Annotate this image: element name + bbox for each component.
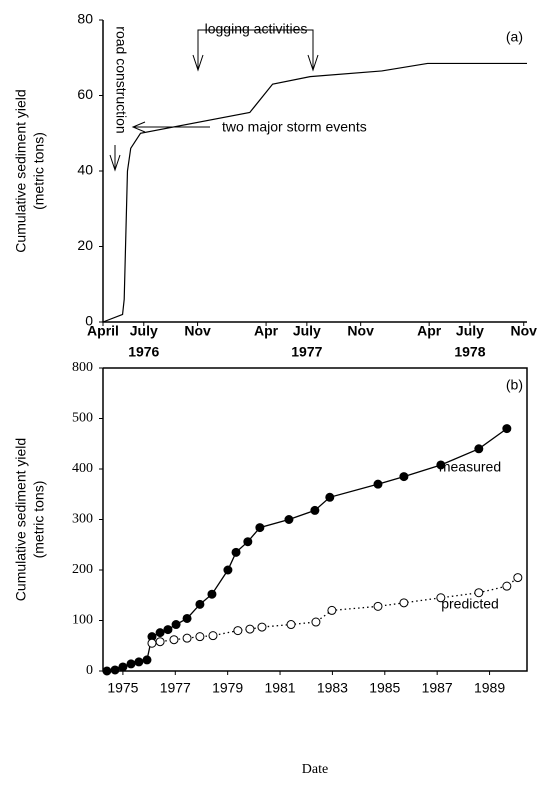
data-point [102, 666, 112, 676]
bracket [197, 29, 314, 38]
x-tick-label: Apr [254, 323, 279, 339]
data-point [182, 633, 192, 643]
data-point [195, 632, 205, 642]
y-axis-label: (metric tons) [31, 481, 47, 559]
data-point [373, 479, 383, 489]
data-point [223, 565, 233, 575]
y-tick-label: 20 [77, 237, 93, 253]
data-point [163, 625, 173, 635]
x-tick-label: Nov [347, 323, 374, 339]
arrow [307, 38, 319, 72]
data-point [233, 626, 243, 636]
data-point [208, 631, 218, 641]
data-point [474, 444, 484, 454]
data-point [399, 472, 409, 482]
data-point [118, 662, 128, 672]
data-point [257, 622, 267, 632]
x-tick-label: July [130, 323, 158, 339]
data-point [502, 424, 512, 434]
panel-label: (b) [506, 377, 523, 393]
x-tick-label: 1983 [317, 680, 348, 696]
data-point [231, 547, 241, 557]
year-label: 1977 [291, 344, 322, 360]
x-tick-label: 1989 [474, 680, 505, 696]
x-tick-label: April [87, 323, 119, 339]
data-point [502, 581, 512, 591]
x-tick-label: 1975 [107, 680, 138, 696]
data-point [134, 657, 144, 667]
data-point [155, 637, 165, 647]
x-tick-label: 1979 [212, 680, 243, 696]
x-tick-label: Apr [417, 323, 442, 339]
x-tick-label: Nov [184, 323, 211, 339]
series-label: measured [439, 459, 501, 475]
data-point [436, 593, 446, 603]
data-point [110, 665, 120, 675]
y-axis-label: (metric tons) [31, 132, 47, 210]
x-tick-label: 1987 [422, 680, 453, 696]
y-tick-label: 0 [85, 313, 93, 329]
data-line [102, 62, 527, 323]
y-tick-label: 400 [72, 461, 93, 476]
data-point [243, 537, 253, 547]
year-label: 1976 [128, 344, 159, 360]
x-tick-label: July [456, 323, 484, 339]
y-tick-label: 800 [72, 360, 93, 375]
data-point [373, 601, 383, 611]
data-point [255, 523, 265, 533]
annotation: two major storm events [222, 119, 367, 135]
arrow [192, 38, 204, 72]
data-point [171, 620, 181, 630]
arrow [109, 145, 121, 172]
data-point [207, 589, 217, 599]
y-tick-label: 500 [72, 411, 93, 426]
x-tick-label: 1985 [369, 680, 400, 696]
data-point [147, 638, 157, 648]
panel-label: (a) [506, 29, 523, 45]
data-point [513, 573, 523, 583]
year-label: 1978 [454, 344, 485, 360]
data-point [155, 628, 165, 638]
annotation: logging activities [205, 21, 308, 37]
data-point [311, 617, 321, 627]
y-tick-label: 100 [72, 613, 93, 628]
data-point [245, 624, 255, 634]
y-tick-label: 300 [72, 512, 93, 527]
data-point [325, 492, 335, 502]
x-axis-label: Date [302, 762, 328, 777]
data-point [182, 613, 192, 623]
y-tick-label: 40 [77, 162, 93, 178]
data-point [399, 598, 409, 608]
data-point [169, 635, 179, 645]
data-point [284, 515, 294, 524]
data-point [436, 460, 446, 470]
y-axis-label: Cumulative sediment yield [13, 89, 29, 252]
y-axis-label: Cumulative sediment yield [13, 438, 29, 601]
data-point [327, 605, 337, 615]
data-point [474, 588, 484, 598]
data-point [126, 659, 136, 669]
data-point [310, 505, 320, 515]
series-label: predicted [441, 596, 499, 612]
x-tick-label: Nov [511, 323, 538, 339]
x-tick-label: 1977 [160, 680, 191, 696]
annotation-arrows [109, 29, 319, 172]
data-point [142, 655, 152, 665]
data-point [286, 620, 296, 630]
y-tick-label: 60 [77, 86, 93, 102]
x-tick-label: 1981 [264, 680, 295, 696]
arrow [131, 121, 210, 133]
data-point [195, 599, 205, 609]
x-tick-label: July [293, 323, 321, 339]
y-tick-label: 80 [77, 11, 93, 27]
annotation: road construction [113, 26, 129, 133]
y-tick-label: 0 [86, 663, 93, 678]
y-tick-label: 200 [72, 562, 93, 577]
